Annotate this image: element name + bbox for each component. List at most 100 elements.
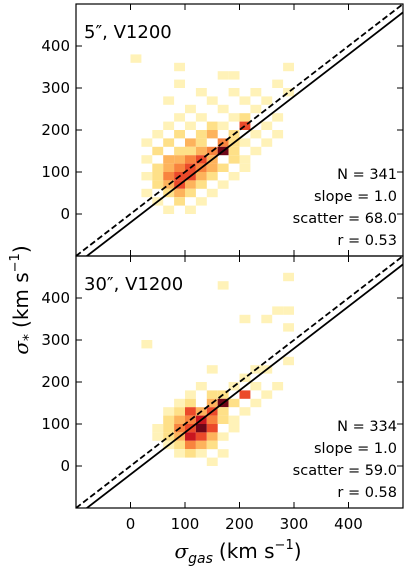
stat-line: r = 0.58	[337, 485, 397, 501]
heatmap-bin	[174, 398, 185, 408]
heatmap-bin	[185, 432, 196, 441]
heatmap-bin	[206, 424, 218, 433]
heatmap-bin	[283, 272, 294, 282]
y-tick-label: 300	[41, 79, 70, 97]
heatmap-bin	[174, 79, 185, 88]
y-tick-label: 200	[41, 373, 70, 391]
panel-bottom: 0 100 200 300 400 30″, V1200 N = 334 slope = …	[41, 255, 404, 509]
heatmap-bin	[250, 88, 262, 97]
x-ticks: 0 100 200 300 400	[126, 515, 363, 533]
y-tick-label: 100	[41, 415, 70, 433]
heatmap-bin	[283, 88, 294, 97]
heatmap-bin	[206, 188, 218, 198]
heatmap-bin	[228, 415, 240, 424]
x-tick-label: 300	[280, 515, 309, 533]
heatmap-bin	[152, 172, 164, 181]
heatmap-bin	[185, 188, 196, 198]
heatmap-bin	[185, 449, 196, 458]
heatmap-bin	[250, 382, 262, 391]
heatmap-bin	[195, 197, 207, 206]
x-tick-label: 400	[334, 515, 363, 533]
heatmap-bin	[185, 104, 196, 114]
y-tick-label: 200	[41, 121, 70, 139]
heatmap-bin	[163, 180, 175, 189]
heatmap-bins	[130, 54, 294, 214]
heatmap-bin	[174, 188, 185, 198]
heatmap-bin	[228, 172, 240, 181]
heatmap-bin	[163, 138, 175, 147]
x-axis-symbol: σ	[174, 539, 189, 563]
heatmap-bin	[228, 146, 240, 156]
heatmap-bin	[174, 113, 185, 122]
heatmap-bin	[141, 340, 153, 349]
heatmap-bin	[217, 415, 229, 424]
heatmap-bin	[163, 163, 175, 172]
stat-line: scatter = 68.0	[293, 211, 397, 227]
heatmap-bin	[261, 138, 273, 147]
heatmap-bin	[185, 205, 196, 214]
panel-top: 0 100 200 300 400 5″, V1200 N = 341 slope = 1…	[41, 3, 404, 257]
heatmap-bin	[228, 71, 240, 80]
x-tick-label: 100	[171, 515, 200, 533]
heatmap-bin	[228, 155, 240, 164]
y-ticks: 0 100 200 300 400	[41, 4, 403, 256]
panel-title: 5″, V1200	[84, 22, 172, 43]
heatmap-bin	[141, 138, 153, 147]
heatmap-bin	[152, 424, 164, 433]
heatmap-bin	[217, 407, 229, 416]
reference-lines	[76, 4, 403, 256]
heatmap-bin	[239, 155, 251, 164]
heatmap-bin	[174, 146, 185, 156]
heatmap-bin	[185, 180, 196, 189]
heatmap-bin	[272, 79, 284, 88]
heatmap-bin	[130, 54, 142, 63]
heatmap-bin	[195, 432, 207, 441]
heatmap-bin	[228, 88, 240, 97]
heatmap-bin	[206, 365, 218, 374]
heatmap-bin	[239, 373, 251, 382]
heatmap-bin	[283, 306, 294, 315]
x-axis-subscript: gas	[188, 551, 213, 567]
stat-line: N = 334	[337, 419, 397, 435]
y-ticks: 0 100 200 300 400	[41, 256, 403, 508]
heatmap-bin	[217, 432, 229, 441]
heatmap-bin	[217, 163, 229, 172]
heatmap-bin	[185, 155, 196, 164]
heatmap-bin	[206, 457, 218, 466]
heatmap-bin	[239, 96, 251, 105]
y-axis-subscript: *	[21, 334, 37, 341]
heatmap-bin	[261, 314, 273, 324]
stat-line: slope = 1.0	[314, 189, 397, 205]
heatmap-bin	[283, 323, 294, 332]
heatmap-bin	[163, 121, 175, 130]
heatmap-bin	[239, 163, 251, 172]
heatmap-bin	[206, 432, 218, 441]
x-tick-label: 0	[126, 515, 136, 533]
heatmap-bin	[250, 104, 262, 114]
y-tick-label: 400	[41, 37, 70, 55]
heatmap-bin	[163, 205, 175, 214]
heatmap-bin	[239, 138, 251, 147]
heatmap-bin	[250, 398, 262, 408]
heatmap-bin	[163, 424, 175, 433]
panel-title: 30″, V1200	[84, 274, 183, 295]
stat-line: r = 0.53	[337, 233, 397, 249]
heatmap-bin	[217, 281, 229, 290]
heatmap-bin	[163, 155, 175, 164]
heatmap-bin	[152, 146, 164, 156]
heatmap-bin	[206, 130, 218, 139]
heatmap-bin	[206, 390, 218, 399]
y-axis-symbol: σ	[9, 340, 33, 355]
heatmap-bin	[152, 163, 164, 172]
heatmap-bin	[217, 104, 229, 114]
stats-box: N = 341 slope = 1.0 scatter = 68.0 r = 0.53	[293, 167, 397, 249]
heatmap-bin	[163, 415, 175, 424]
heatmap-bin	[195, 424, 207, 433]
heatmap-bin	[152, 180, 164, 189]
heatmap-bin	[272, 306, 284, 315]
fit-line	[85, 11, 403, 256]
heatmap-bin	[185, 440, 196, 450]
heatmap-bin	[185, 121, 196, 130]
heatmap-bin	[174, 62, 185, 72]
